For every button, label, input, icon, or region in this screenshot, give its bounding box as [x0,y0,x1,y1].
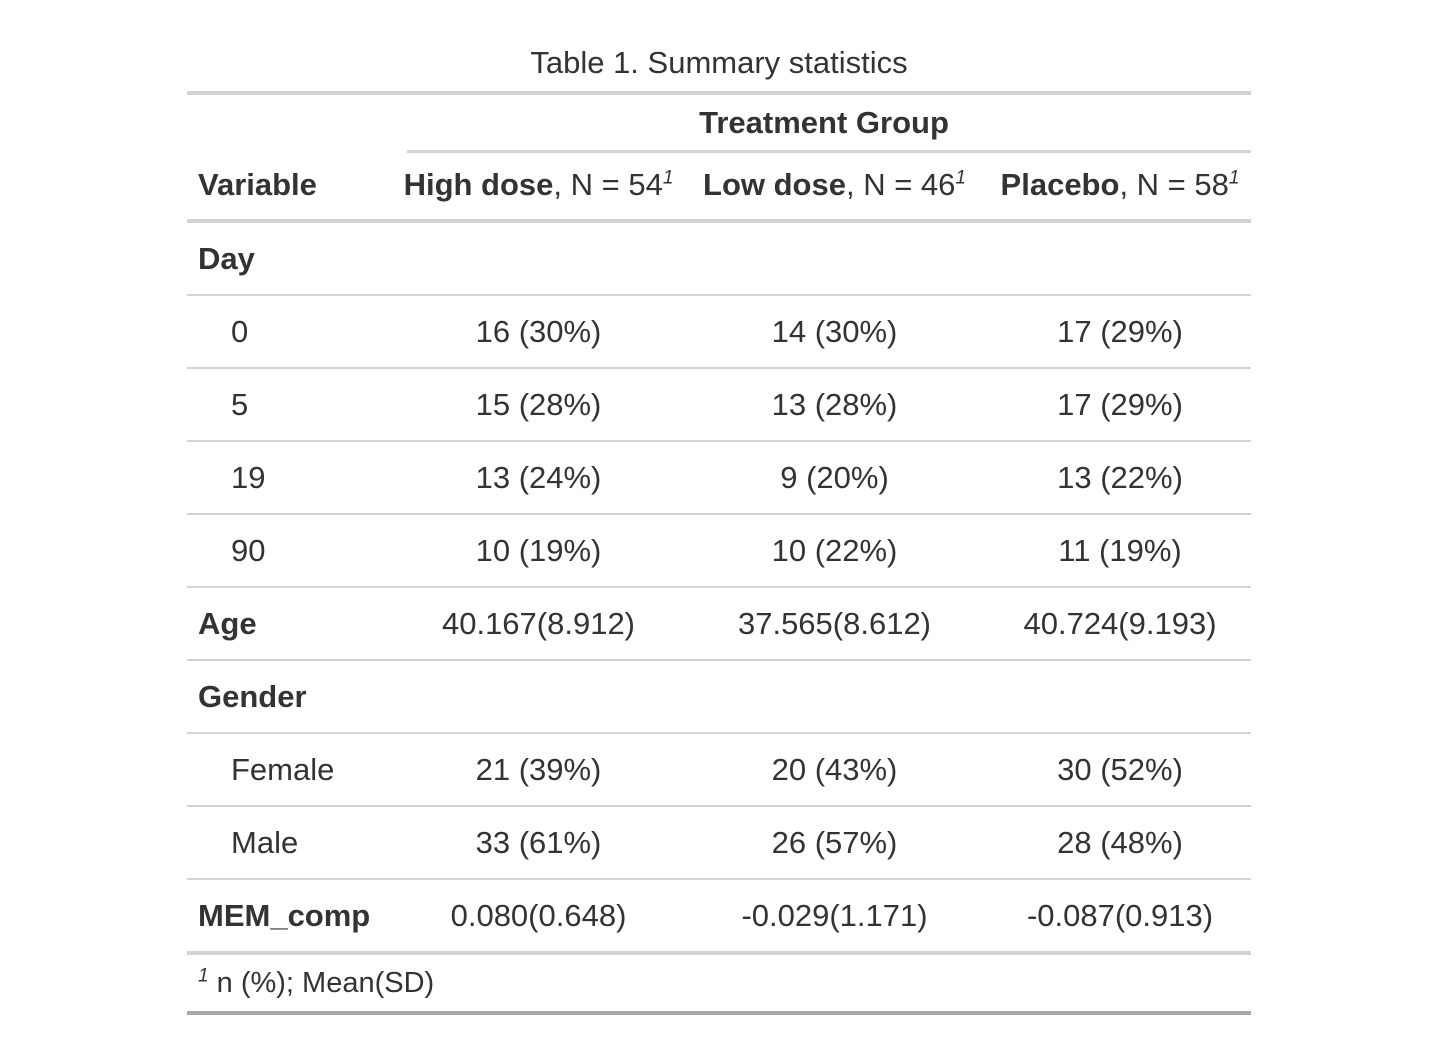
table-cell: 15 (28%) [397,367,680,441]
table-row: Female 21 (39%) 20 (43%) 30 (52%) [187,732,1252,806]
row-label: 90 [187,513,397,587]
column-header-row: Variable High dose, N = 541 Low dose, N … [187,151,1252,223]
spanner-underline [407,150,1252,153]
footnote-text: n (%); Mean(SD) [208,966,435,999]
table-body: Day 0 16 (30%) 14 (30%) 17 (29%) 5 15 (28%) 13 … [187,221,1252,953]
table-cell: 13 (22%) [989,440,1252,514]
table-cell [680,221,989,295]
table-footer: 1 n (%); Mean(SD) [187,951,1252,1015]
table-cell: 40.167(8.912) [397,586,680,660]
table-row: 90 10 (19%) 10 (22%) 11 (19%) [187,513,1252,587]
table-cell: 20 (43%) [680,732,989,806]
table-row: 19 13 (24%) 9 (20%) 13 (22%) [187,440,1252,514]
column-header-variable: Variable [187,151,397,223]
table-cell [989,221,1251,295]
table-cell: 13 (24%) [397,440,680,514]
table-caption: Table 1. Summary statistics [530,45,908,80]
group-name: Placebo [1000,167,1120,202]
summary-table: Treatment Group Variable High dose, N = … [187,91,1252,1015]
group-name: Low dose [703,167,846,202]
table-cell: 10 (19%) [397,513,680,587]
row-label: Age [187,586,397,660]
table-cell: 33 (61%) [397,805,680,879]
table-row: Age 40.167(8.912) 37.565(8.612) 40.724(9.19… [187,586,1252,660]
table-row: Day [187,221,1251,295]
row-label: 0 [187,294,397,368]
group-n: , N = 46 [845,167,956,202]
table-cell: 26 (57%) [680,805,989,879]
column-header-high-dose: High dose, N = 541 [397,151,680,223]
summary-table-container: Table 1. Summary statistics Treatment Gr… [187,40,1252,1015]
table-row: MEM_comp 0.080(0.648) -0.029(1.171) -0.087(… [187,878,1252,953]
table-cell: 21 (39%) [397,732,680,806]
table-cell: 16 (30%) [397,294,680,368]
table-cell: -0.087(0.913) [989,878,1252,953]
table-cell: 37.565(8.612) [680,586,989,660]
table-cell [680,659,989,733]
row-label: Female [187,732,397,806]
table-cell [989,659,1252,733]
footnote-mark: 1 [198,964,209,986]
row-label: MEM_comp [187,878,397,953]
column-header-low-dose: Low dose, N = 461 [680,151,989,223]
footnote-mark: 1 [955,167,966,189]
row-label: 19 [187,440,397,514]
table-cell [397,659,680,733]
table-cell: 13 (28%) [680,367,989,441]
table-cell: 10 (22%) [680,513,989,587]
table-cell: 11 (19%) [989,513,1252,587]
table-cell: 17 (29%) [989,294,1252,368]
group-n: , N = 58 [1119,167,1229,202]
table-row: Male 33 (61%) 26 (57%) 28 (48%) [187,805,1252,879]
spanner-blank [187,91,397,151]
table-cell [397,221,680,295]
table-cell: 0.080(0.648) [397,878,680,953]
row-label: Day [198,240,255,276]
table-cell: 14 (30%) [680,294,989,368]
footnote-mark: 1 [1228,167,1240,189]
row-label: Male [187,805,397,879]
table-row: 0 16 (30%) 14 (30%) 17 (29%) [187,294,1252,368]
footnote: 1 n (%); Mean(SD) [187,951,1252,1015]
table-cell: 40.724(9.193) [989,586,1252,660]
spanner-label: Treatment Group [699,105,949,140]
table-row: 5 15 (28%) 13 (28%) 17 (29%) [187,367,1252,441]
row-label: Gender [187,659,397,733]
spanner-treatment-group: Treatment Group [397,91,1252,153]
column-header-placebo: Placebo, N = 581 [989,151,1252,223]
table-cell: 30 (52%) [989,732,1252,806]
group-n: , N = 54 [553,167,663,202]
table-cell: 28 (48%) [989,805,1252,879]
table-header: Treatment Group Variable High dose, N = … [187,91,1252,223]
table-cell: 9 (20%) [680,440,989,514]
table-cell: -0.029(1.171) [680,878,989,953]
group-name: High dose [403,167,554,202]
footnote-mark: 1 [662,167,674,189]
table-cell: 17 (29%) [989,367,1252,441]
spanner-row: Treatment Group [187,91,1252,153]
row-label: 5 [187,367,397,441]
footnote-row: 1 n (%); Mean(SD) [187,951,1252,1015]
table-row: Gender [187,659,1252,733]
